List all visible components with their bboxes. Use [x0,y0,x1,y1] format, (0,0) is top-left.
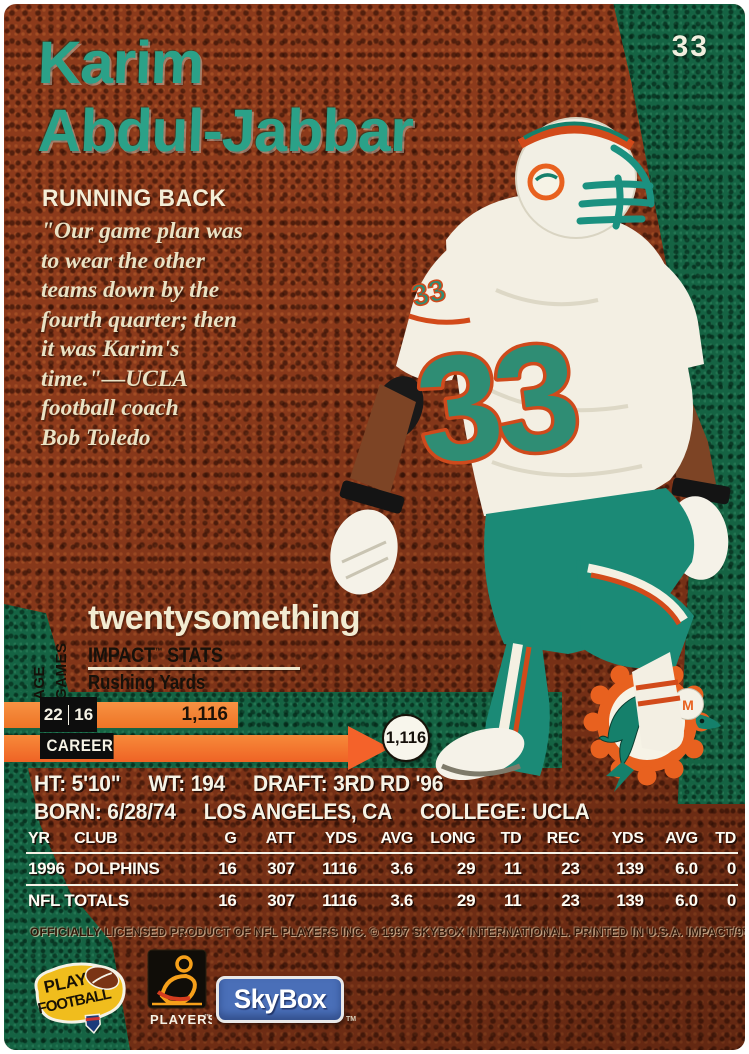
quote-line: Bob Toledo [41,424,151,451]
career-stats-table: YR CLUB G ATT YDS AVG LONG TD REC YDS AV… [26,828,738,916]
weight-stat: WT: 194 [148,771,226,796]
table-row-1996: 1996 DOLPHINS 16 307 1116 3.6 29 11 23 1… [26,853,738,886]
col-td2: TD [699,828,738,854]
skybox-word: SkyBox [233,984,327,1014]
divider [67,704,70,725]
cell: 23 [561,891,580,910]
cell: 16 [218,891,237,910]
col-club: CLUB [72,828,201,854]
twentysomething-brand: twentysomething [88,599,361,637]
col-yds2: YDS [581,828,646,854]
stat-category-label: Rushing Yards [88,672,206,694]
dolphin-helmet-monogram: M [682,697,694,713]
cell: 29 [415,853,478,886]
col-rec: REC [523,828,582,854]
col-yds: YDS [296,828,359,854]
cell: 16 [200,853,239,886]
table-row-totals: NFL TOTALS 16 307 1116 3.6 29 11 23 139 … [26,885,738,916]
skybox-trademark: TM [346,1016,357,1023]
license-text: OFFICIALLY LICENSED PRODUCT OF NFL PLAYE… [30,925,745,939]
career-label-box: CAREER [40,733,114,759]
player-position: RUNNING BACK [42,185,227,212]
skybox-logo: SkyBox [216,976,344,1023]
age-games-box: 22 16 [40,697,97,732]
age-axis-label: AGE [31,665,48,700]
draft-stat: DRAFT: 3RD RD '96 [253,771,444,796]
height-stat: HT: 5'10" [34,771,121,796]
age-value: 22 [43,704,63,724]
table-header-row: YR CLUB G ATT YDS AVG LONG TD REC YDS AV… [26,828,738,854]
jersey-number: 33 [408,310,583,496]
quote-line: fourth quarter; then [41,306,237,333]
player-photo: 33 33 [330,117,731,780]
trading-card-back: M 33 [4,4,745,1050]
career-value-circle: 1,116 [382,714,430,762]
play-football-logo-icon: PLAY FOOTBALL [34,962,126,1035]
cell: 29 [456,891,476,910]
cell: 307 [238,853,297,886]
quote-line: to wear the other [41,247,205,274]
cell-totals-label: NFL TOTALS [28,891,129,910]
col-avg: AVG [358,828,416,854]
quote-line: it was Karim's [41,336,180,362]
bio-line-2: BORN: 6/28/74 LOS ANGELES, CA COLLEGE: U… [34,799,612,825]
player-first-name: Karim [36,29,205,96]
impact-word: IMPACT [88,643,155,667]
quote-line: teams down by the [41,277,220,303]
cell: 0 [699,853,738,886]
col-att: ATT [238,828,297,854]
cell: 307 [267,891,295,910]
coach-quote: "Our game plan was to wear the other tea… [41,217,243,453]
cell: 23 [523,853,582,886]
cell: 0 [726,891,736,910]
players-word: PLAYERS [150,1012,212,1027]
players-trademark: ™ [204,1013,210,1020]
cell: 1996 [26,853,73,886]
quote-line: time."—UCLA [41,365,188,392]
season-bar-value: 1,116 [181,704,229,725]
nfl-players-logo-icon: PLAYERS ™ [147,949,212,1027]
quote-line: football coach [41,395,179,421]
cell: 3.6 [390,891,414,910]
cell: 1116 [322,891,357,910]
cell: 11 [477,853,524,886]
col-avg2: AVG [645,828,700,854]
cell: 6.0 [645,853,700,886]
col-long: LONG [415,828,478,854]
quote-line: "Our game plan was [41,218,243,244]
player-last-name: Abdul-Jabbar [36,97,414,164]
facemask [576,144,655,230]
cell: 1116 [296,853,359,886]
trademark-symbol: ™ [154,645,163,656]
bio-line-1: HT: 5'10" WT: 194 DRAFT: 3RD RD '96 [34,771,466,797]
impact-stats-heading: IMPACT™ STATS [88,643,223,668]
games-axis-label: GAMES [53,642,70,700]
college-stat: COLLEGE: UCLA [419,799,590,824]
cell: 6.0 [675,891,698,910]
col-g: G [200,828,239,854]
cell: 11 [503,891,522,910]
birthplace-stat: LOS ANGELES, CA [203,799,393,824]
cell: 139 [581,853,646,886]
cell: DOLPHINS [72,853,201,886]
card-number: 33 [671,30,709,63]
cell: 139 [616,891,644,910]
heading-underline [88,667,300,670]
stats-word: STATS [162,643,223,667]
games-value: 16 [74,704,94,724]
cell: 3.6 [358,853,416,886]
col-td: TD [477,828,524,854]
col-yr: YR [26,828,73,854]
born-stat: BORN: 6/28/74 [34,799,176,824]
